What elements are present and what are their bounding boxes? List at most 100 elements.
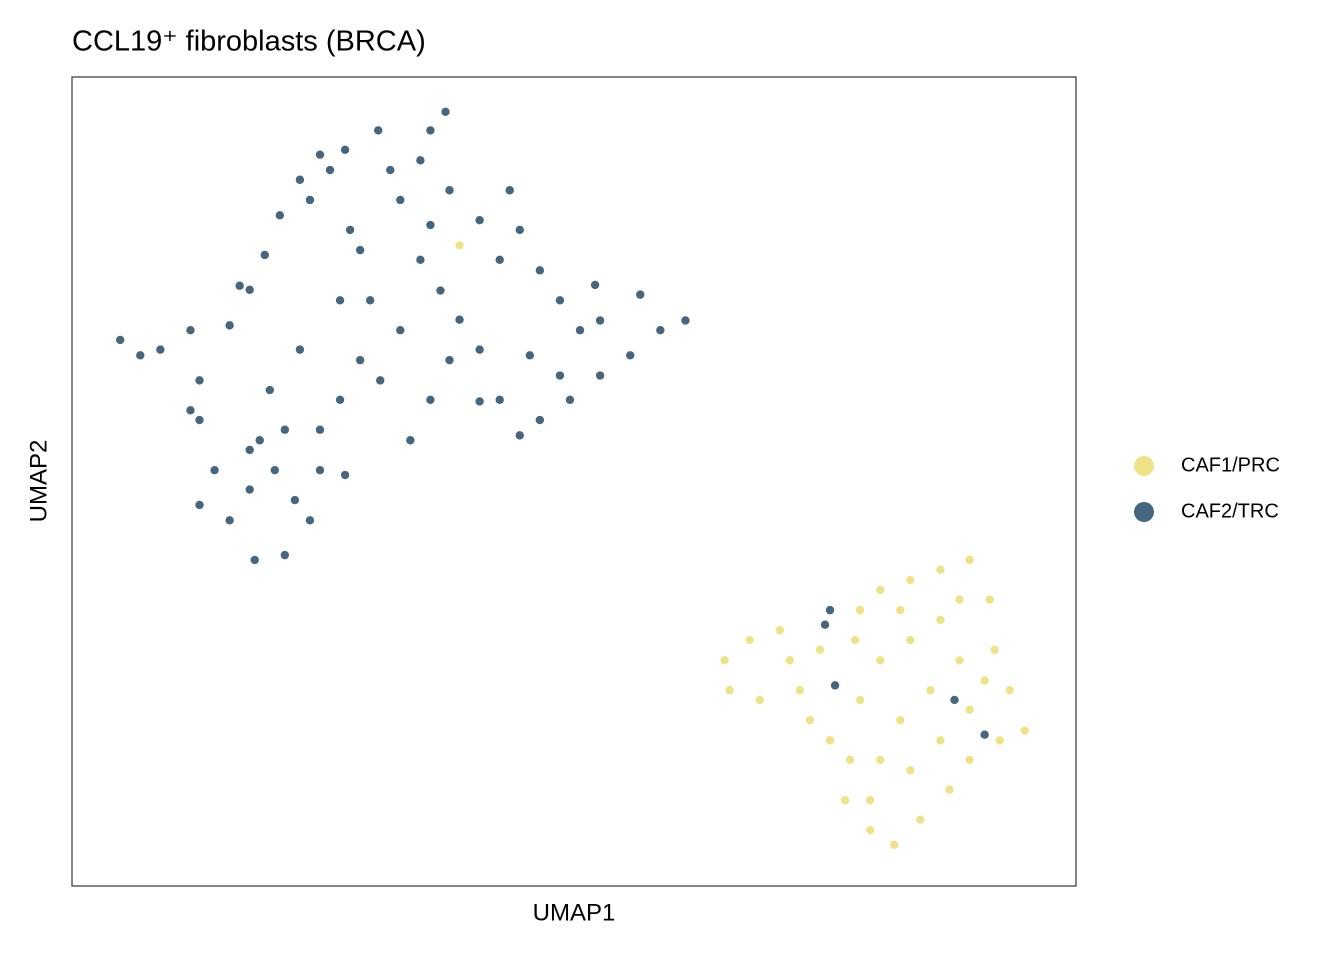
point xyxy=(890,840,899,849)
point xyxy=(376,376,385,385)
point xyxy=(926,686,935,695)
point xyxy=(305,195,315,205)
point xyxy=(855,695,865,705)
point xyxy=(1005,686,1014,695)
point xyxy=(396,326,405,335)
point xyxy=(916,815,925,824)
point xyxy=(305,516,315,525)
point xyxy=(340,145,350,155)
point xyxy=(830,681,840,690)
point xyxy=(745,635,754,645)
point xyxy=(225,516,234,525)
point xyxy=(626,351,635,360)
point xyxy=(980,676,989,685)
point xyxy=(495,395,504,404)
point xyxy=(825,736,835,745)
point xyxy=(965,555,974,565)
point xyxy=(426,220,435,230)
point xyxy=(815,645,825,654)
point xyxy=(445,186,454,195)
point xyxy=(865,796,875,805)
chart-title: CCL19⁺ fibroblasts (BRCA) xyxy=(72,26,426,58)
point xyxy=(950,695,959,705)
point xyxy=(495,255,504,265)
point xyxy=(406,436,415,445)
point xyxy=(195,415,204,425)
point xyxy=(876,585,885,595)
points xyxy=(115,107,1029,849)
point xyxy=(825,605,835,615)
point xyxy=(876,656,885,665)
point xyxy=(505,186,514,195)
point xyxy=(945,785,954,794)
point xyxy=(280,425,290,434)
point xyxy=(535,415,545,425)
point xyxy=(725,686,734,695)
point xyxy=(315,150,325,159)
point xyxy=(995,736,1004,745)
point xyxy=(386,165,395,175)
point xyxy=(795,686,805,695)
point xyxy=(785,656,795,665)
point xyxy=(396,195,405,205)
point xyxy=(955,656,964,665)
point xyxy=(136,351,145,360)
point xyxy=(455,241,464,250)
point xyxy=(265,385,274,395)
legend: CAF1/PRC CAF2/TRC xyxy=(1134,454,1280,522)
point xyxy=(245,285,254,294)
point xyxy=(355,245,365,255)
point xyxy=(876,755,885,764)
point xyxy=(436,286,445,295)
point xyxy=(595,316,605,325)
point xyxy=(656,326,665,335)
point xyxy=(555,371,565,380)
point xyxy=(980,730,989,739)
point xyxy=(865,825,875,835)
point xyxy=(855,605,865,615)
point xyxy=(636,290,645,299)
x-axis-label: UMAP1 xyxy=(533,899,616,926)
point xyxy=(1020,726,1029,735)
point xyxy=(340,470,350,480)
point xyxy=(820,620,830,629)
point xyxy=(965,755,974,764)
point xyxy=(990,645,999,654)
point xyxy=(225,321,234,330)
point xyxy=(850,635,860,645)
plot-border xyxy=(71,76,1077,887)
point xyxy=(896,715,905,725)
point xyxy=(575,326,585,335)
point xyxy=(595,371,605,380)
point xyxy=(590,280,600,290)
point xyxy=(535,266,545,275)
point xyxy=(275,211,285,220)
point xyxy=(186,406,195,415)
point xyxy=(475,397,484,406)
point xyxy=(115,335,125,345)
point xyxy=(936,615,945,625)
point xyxy=(345,225,355,235)
point xyxy=(775,626,785,635)
point xyxy=(845,755,855,764)
point xyxy=(315,465,325,475)
point xyxy=(455,315,464,324)
point xyxy=(515,431,524,440)
legend-swatch xyxy=(1134,456,1154,476)
legend-swatch xyxy=(1134,502,1154,522)
point xyxy=(260,250,269,260)
point xyxy=(936,565,945,574)
point xyxy=(245,445,254,455)
point xyxy=(515,225,524,235)
point xyxy=(195,500,204,510)
point xyxy=(445,355,454,365)
point xyxy=(195,376,204,385)
point xyxy=(416,255,425,265)
point xyxy=(325,165,335,175)
point xyxy=(720,656,729,665)
point xyxy=(906,766,915,775)
y-axis-label: UMAP2 xyxy=(25,440,52,523)
point xyxy=(295,175,305,184)
point xyxy=(210,465,219,475)
point xyxy=(441,107,450,116)
